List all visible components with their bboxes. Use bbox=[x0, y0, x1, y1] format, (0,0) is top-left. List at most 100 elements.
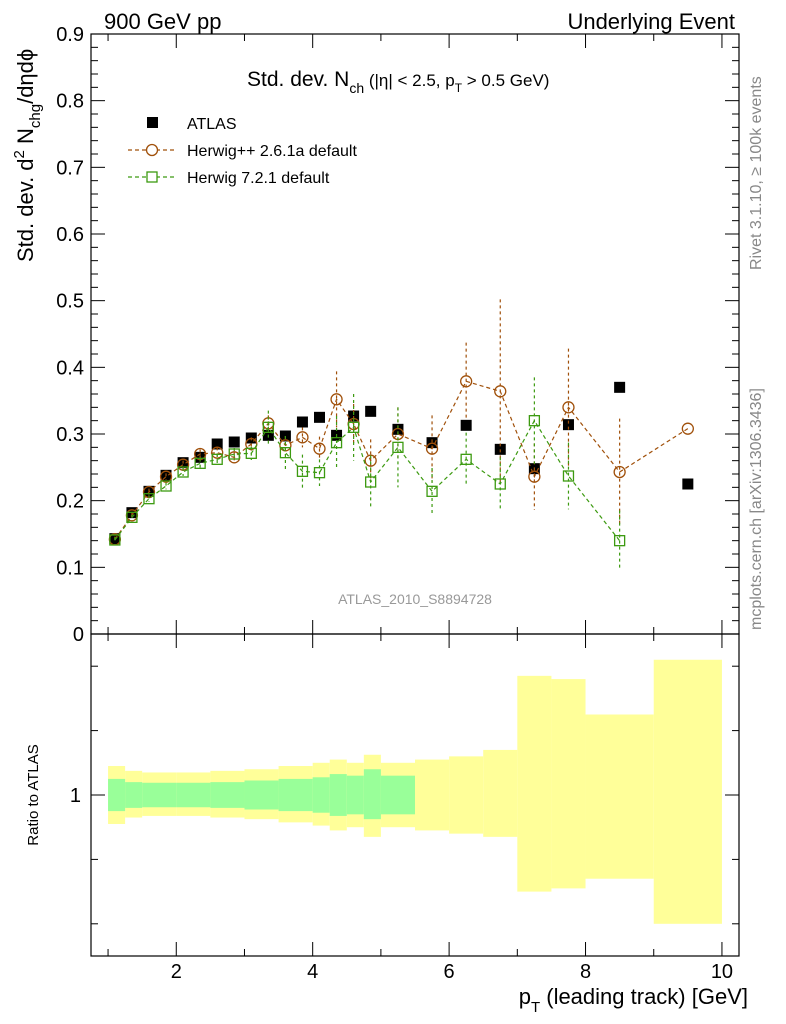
ratio-bands bbox=[108, 659, 722, 924]
ratio-band-green-4 bbox=[210, 782, 245, 808]
title-tail-a: (|η| < 2.5, p bbox=[364, 71, 455, 90]
x-tick-label: 10 bbox=[711, 961, 733, 983]
herwig7-point bbox=[392, 441, 404, 453]
herwigpp-point bbox=[613, 465, 626, 479]
y-tick-label: 0.5 bbox=[56, 291, 84, 313]
y-tick-label: 0.2 bbox=[56, 491, 84, 513]
ratio-band-green-11 bbox=[380, 775, 415, 815]
ratio-band-yellow-15 bbox=[517, 675, 552, 892]
ylabel-sub: chg bbox=[27, 104, 44, 128]
series-0 bbox=[109, 381, 694, 545]
header-right: Underlying Event bbox=[567, 9, 735, 34]
atlas-point bbox=[682, 478, 694, 490]
ratio-band-green-10 bbox=[363, 769, 381, 820]
herwig7-point bbox=[109, 534, 121, 546]
ratio-band-green-0 bbox=[108, 778, 126, 812]
ratio-band-green-9 bbox=[346, 775, 364, 815]
herwig7-point bbox=[228, 448, 240, 460]
y-tick-label: 0.3 bbox=[56, 424, 84, 446]
herwigpp-point bbox=[681, 422, 694, 435]
herwig7-point bbox=[245, 447, 257, 459]
series-line-2 bbox=[114, 419, 621, 542]
herwig7-point bbox=[177, 466, 189, 478]
herwig7-point bbox=[262, 421, 274, 433]
atlas-point bbox=[228, 436, 240, 448]
herwig7-point bbox=[528, 415, 541, 427]
ylabel-sup: 2 bbox=[11, 150, 28, 158]
atlas-point bbox=[392, 423, 404, 435]
x-tick-label: 8 bbox=[580, 961, 591, 983]
legend-herwigpp-marker bbox=[145, 143, 159, 157]
title-main: Std. dev. N bbox=[247, 68, 349, 91]
legend: ATLAS Herwig++ 2.6.1a default Herwig 7.2… bbox=[128, 116, 357, 187]
title-sub: ch bbox=[349, 80, 364, 96]
ratio-band-green-1 bbox=[125, 782, 143, 808]
series-1 bbox=[108, 299, 694, 546]
herwigpp-point bbox=[425, 442, 439, 455]
atlas-point bbox=[614, 381, 626, 393]
ratio-band-green-5 bbox=[244, 780, 279, 810]
herwig7-point bbox=[562, 470, 575, 482]
ratio-band-green-8 bbox=[329, 774, 347, 816]
header-left: 900 GeV pp bbox=[104, 9, 221, 34]
legend-herwigpp-label: Herwig++ 2.6.1a default bbox=[187, 143, 357, 160]
herwigpp-point bbox=[562, 401, 575, 414]
series-layer bbox=[108, 299, 694, 571]
ratio-band-green-3 bbox=[176, 782, 211, 808]
xlabel-a: p bbox=[519, 984, 531, 1009]
ratio-band-yellow-14 bbox=[483, 749, 518, 837]
herwig7-point bbox=[347, 421, 360, 433]
y-tick-label: 0.9 bbox=[56, 24, 84, 46]
legend-herwig7-label: Herwig 7.2.1 default bbox=[187, 170, 330, 187]
herwig7-point bbox=[313, 467, 326, 479]
herwigpp-point bbox=[494, 385, 507, 398]
herwig7-point bbox=[194, 457, 206, 469]
mcplots-label: mcplots.cern.ch [arXiv:1306.3436] bbox=[748, 388, 765, 630]
ratio-band-green-7 bbox=[312, 777, 330, 813]
legend-atlas-marker bbox=[147, 117, 158, 128]
y-tick-label: 0.1 bbox=[56, 557, 84, 579]
ylabel-c: /dηdϕ bbox=[13, 49, 38, 104]
ratio-y-label: Ratio to ATLAS bbox=[25, 744, 42, 845]
xlabel-sub: T bbox=[531, 999, 540, 1016]
ratio-y-tick-label: 1 bbox=[70, 785, 81, 807]
title-tail-sub: T bbox=[455, 81, 463, 95]
herwigpp-point bbox=[313, 442, 326, 455]
herwigpp-point bbox=[211, 446, 224, 459]
herwigpp-point bbox=[296, 431, 309, 444]
legend-atlas-label: ATLAS bbox=[187, 116, 237, 133]
ratio-band-green-2 bbox=[142, 782, 177, 808]
herwig7-point bbox=[211, 453, 223, 465]
herwigpp-point bbox=[330, 393, 343, 406]
herwig7-point bbox=[460, 453, 472, 465]
atlas-point bbox=[460, 419, 472, 431]
rivet-label: Rivet 3.1.10, ≥ 100k events bbox=[748, 76, 765, 270]
herwig7-point bbox=[160, 480, 172, 492]
herwig7-point bbox=[143, 493, 155, 505]
atlas-point bbox=[562, 419, 574, 431]
ratio-band-yellow-18 bbox=[653, 659, 722, 924]
herwig7-point bbox=[365, 476, 377, 488]
y-tick-label: 0.8 bbox=[56, 91, 84, 113]
x-axis-label: pT (leading track) [GeV] bbox=[519, 984, 748, 1016]
ylabel-b: N bbox=[13, 128, 38, 150]
y-tick-label: 0.4 bbox=[56, 357, 84, 379]
chart-title: Std. dev. Nch (|η| < 2.5, pT > 0.5 GeV) bbox=[247, 68, 549, 96]
ratio-band-yellow-17 bbox=[585, 714, 654, 879]
herwig7-point bbox=[330, 437, 343, 449]
ylabel-a: Std. dev. d bbox=[13, 158, 38, 262]
herwigpp-point bbox=[364, 454, 377, 467]
x-tick-label: 2 bbox=[171, 961, 182, 983]
atlas-point bbox=[314, 411, 326, 423]
herwigpp-point bbox=[460, 375, 473, 388]
analysis-watermark: ATLAS_2010_S8894728 bbox=[338, 591, 492, 607]
title-tail-b: > 0.5 GeV) bbox=[462, 71, 549, 90]
y-axis-label: Std. dev. d2 Nchg/dηdϕ bbox=[11, 49, 44, 262]
main-axis-ticks: 0 0.1 0.2 0.3 0.4 0.5 0.6 0.7 0.8 0.9 bbox=[56, 24, 739, 646]
herwig7-point bbox=[613, 535, 626, 547]
x-tick-label: 6 bbox=[444, 961, 455, 983]
y-tick-label: 0.6 bbox=[56, 224, 84, 246]
y-tick-label: 0.7 bbox=[56, 157, 84, 179]
legend-herwig7-marker bbox=[146, 171, 158, 183]
atlas-point bbox=[211, 438, 223, 450]
